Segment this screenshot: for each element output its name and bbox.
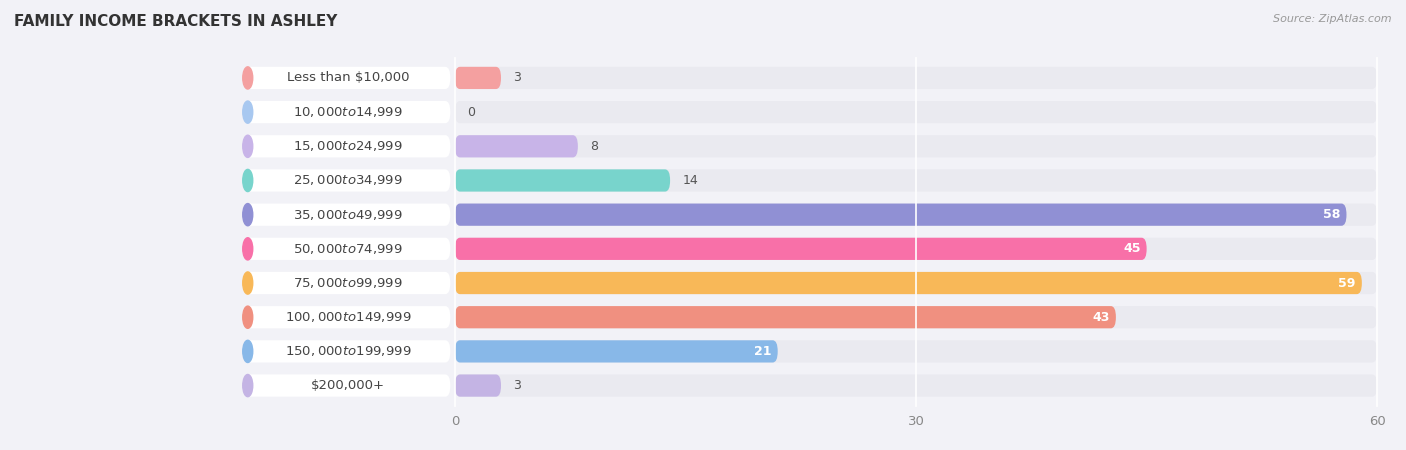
Text: 8: 8 [591,140,598,153]
Text: 3: 3 [513,379,522,392]
Circle shape [243,135,253,158]
FancyBboxPatch shape [456,101,1378,123]
FancyBboxPatch shape [456,67,501,89]
FancyBboxPatch shape [243,374,450,397]
Text: 14: 14 [682,174,699,187]
FancyBboxPatch shape [456,340,1378,363]
Text: $10,000 to $14,999: $10,000 to $14,999 [294,105,404,119]
Circle shape [243,101,253,123]
FancyBboxPatch shape [456,203,1378,226]
Text: 21: 21 [754,345,772,358]
FancyBboxPatch shape [456,238,1147,260]
FancyBboxPatch shape [243,135,450,158]
Circle shape [243,272,253,294]
Text: 3: 3 [513,72,522,85]
FancyBboxPatch shape [243,340,450,363]
FancyBboxPatch shape [456,169,1378,192]
FancyBboxPatch shape [243,203,450,226]
Text: $50,000 to $74,999: $50,000 to $74,999 [294,242,404,256]
Text: $25,000 to $34,999: $25,000 to $34,999 [294,174,404,188]
FancyBboxPatch shape [243,306,450,328]
FancyBboxPatch shape [456,203,1347,226]
Circle shape [243,169,253,192]
Text: $150,000 to $199,999: $150,000 to $199,999 [285,344,412,358]
Circle shape [243,203,253,226]
FancyBboxPatch shape [456,169,671,192]
FancyBboxPatch shape [456,272,1378,294]
Circle shape [243,374,253,397]
FancyBboxPatch shape [243,67,450,89]
FancyBboxPatch shape [243,101,450,123]
FancyBboxPatch shape [456,374,1378,397]
FancyBboxPatch shape [456,374,501,397]
Text: 45: 45 [1123,243,1140,255]
Text: 59: 59 [1339,276,1355,289]
Text: $15,000 to $24,999: $15,000 to $24,999 [294,140,404,153]
Circle shape [243,340,253,363]
Circle shape [243,238,253,260]
FancyBboxPatch shape [456,135,1378,158]
FancyBboxPatch shape [456,306,1116,328]
Text: Source: ZipAtlas.com: Source: ZipAtlas.com [1274,14,1392,23]
Text: 58: 58 [1323,208,1340,221]
FancyBboxPatch shape [456,340,778,363]
FancyBboxPatch shape [243,272,450,294]
Text: Less than $10,000: Less than $10,000 [287,72,409,85]
Circle shape [243,306,253,328]
FancyBboxPatch shape [456,306,1378,328]
Text: $75,000 to $99,999: $75,000 to $99,999 [294,276,404,290]
Text: $200,000+: $200,000+ [311,379,385,392]
FancyBboxPatch shape [456,272,1362,294]
FancyBboxPatch shape [456,67,1378,89]
Text: 0: 0 [467,106,475,119]
FancyBboxPatch shape [243,169,450,192]
Text: 43: 43 [1092,310,1109,324]
Circle shape [243,67,253,89]
Text: $100,000 to $149,999: $100,000 to $149,999 [285,310,412,324]
FancyBboxPatch shape [456,135,578,158]
FancyBboxPatch shape [243,238,450,260]
Text: FAMILY INCOME BRACKETS IN ASHLEY: FAMILY INCOME BRACKETS IN ASHLEY [14,14,337,28]
FancyBboxPatch shape [456,238,1378,260]
Text: $35,000 to $49,999: $35,000 to $49,999 [294,207,404,222]
